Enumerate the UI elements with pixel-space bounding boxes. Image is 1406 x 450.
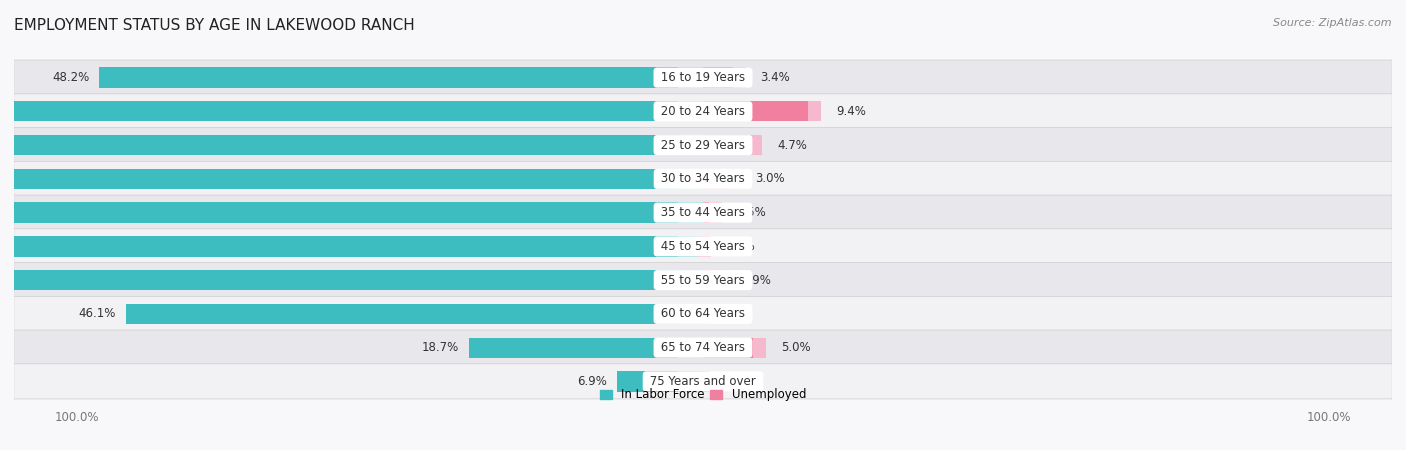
Bar xyxy=(678,135,703,155)
Text: 4.7%: 4.7% xyxy=(778,139,807,152)
Text: 0.0%: 0.0% xyxy=(718,375,748,388)
Text: 48.2%: 48.2% xyxy=(52,71,89,84)
Text: 25 to 29 Years: 25 to 29 Years xyxy=(657,139,749,152)
Bar xyxy=(678,236,703,256)
Bar xyxy=(703,371,709,392)
FancyBboxPatch shape xyxy=(14,127,1392,162)
Bar xyxy=(678,202,703,223)
Bar xyxy=(703,304,709,324)
Bar xyxy=(709,202,721,223)
Legend: In Labor Force, Unemployed: In Labor Force, Unemployed xyxy=(595,384,811,406)
Bar xyxy=(468,338,690,358)
Bar xyxy=(703,135,755,155)
Text: 5.0%: 5.0% xyxy=(780,341,810,354)
Text: EMPLOYMENT STATUS BY AGE IN LAKEWOOD RANCH: EMPLOYMENT STATUS BY AGE IN LAKEWOOD RAN… xyxy=(14,18,415,33)
Bar xyxy=(678,304,703,324)
Text: 1.5%: 1.5% xyxy=(737,206,766,219)
Bar xyxy=(0,135,690,155)
Text: Source: ZipAtlas.com: Source: ZipAtlas.com xyxy=(1274,18,1392,28)
Text: 9.4%: 9.4% xyxy=(835,105,866,118)
Bar xyxy=(0,169,690,189)
Text: 0.6%: 0.6% xyxy=(725,240,755,253)
Text: 6.9%: 6.9% xyxy=(576,375,606,388)
Bar xyxy=(0,236,690,256)
Bar xyxy=(617,371,690,392)
FancyBboxPatch shape xyxy=(14,229,1392,264)
Text: 75 Years and over: 75 Years and over xyxy=(647,375,759,388)
Text: 35 to 44 Years: 35 to 44 Years xyxy=(657,206,749,219)
Bar xyxy=(749,135,762,155)
FancyBboxPatch shape xyxy=(14,330,1392,365)
Bar xyxy=(100,68,690,88)
FancyBboxPatch shape xyxy=(14,94,1392,129)
FancyBboxPatch shape xyxy=(14,195,1392,230)
Bar xyxy=(678,338,703,358)
Text: 55 to 59 Years: 55 to 59 Years xyxy=(657,274,749,287)
Text: 1.9%: 1.9% xyxy=(742,274,772,287)
Bar xyxy=(733,68,745,88)
Text: 3.0%: 3.0% xyxy=(755,172,785,185)
Bar xyxy=(678,68,703,88)
Bar xyxy=(808,101,821,122)
Text: 65 to 74 Years: 65 to 74 Years xyxy=(657,341,749,354)
FancyBboxPatch shape xyxy=(14,262,1392,298)
Bar xyxy=(703,169,734,189)
Bar xyxy=(703,101,814,122)
Text: 60 to 64 Years: 60 to 64 Years xyxy=(657,307,749,320)
Bar xyxy=(703,68,740,88)
Bar xyxy=(678,270,703,290)
Text: 46.1%: 46.1% xyxy=(79,307,115,320)
Bar xyxy=(703,202,716,223)
Text: 3.4%: 3.4% xyxy=(761,71,790,84)
Bar xyxy=(728,169,741,189)
FancyBboxPatch shape xyxy=(14,161,1392,196)
Text: 30 to 34 Years: 30 to 34 Years xyxy=(657,172,749,185)
Bar xyxy=(678,101,703,122)
Bar xyxy=(697,236,710,256)
Text: 45 to 54 Years: 45 to 54 Years xyxy=(657,240,749,253)
Text: 16 to 19 Years: 16 to 19 Years xyxy=(657,71,749,84)
Bar xyxy=(714,270,727,290)
Bar xyxy=(703,338,759,358)
FancyBboxPatch shape xyxy=(14,60,1392,95)
Bar xyxy=(125,304,690,324)
Bar xyxy=(754,338,766,358)
FancyBboxPatch shape xyxy=(14,296,1392,331)
Bar xyxy=(0,270,690,290)
Text: 18.7%: 18.7% xyxy=(422,341,458,354)
Text: 0.0%: 0.0% xyxy=(718,307,748,320)
Bar xyxy=(703,270,720,290)
Bar xyxy=(678,371,703,392)
Text: 20 to 24 Years: 20 to 24 Years xyxy=(657,105,749,118)
Bar xyxy=(678,169,703,189)
Bar xyxy=(0,202,690,223)
Bar xyxy=(0,101,690,122)
FancyBboxPatch shape xyxy=(14,364,1392,399)
